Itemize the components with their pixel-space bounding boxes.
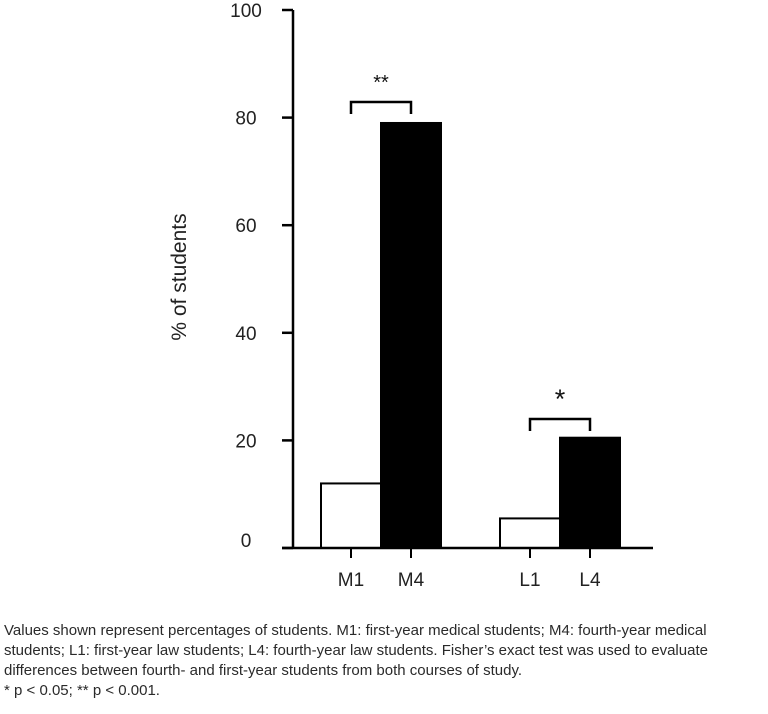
y-tick-label-80: 80 [235,109,256,130]
bar-chart-figure: 0 20 40 60 80 100 M1 M4 L1 L4 ** * % of students [168,1,653,591]
bar-m1 [320,482,382,549]
y-tick-label-60: 60 [235,216,256,237]
caption-significance: * p < 0.05; ** p < 0.001. [4,682,160,699]
caption-text: Values shown represent percentages of st… [4,622,708,679]
bar-l1 [499,517,561,549]
bar-l4 [559,436,621,549]
y-axis-title: % of students [168,213,191,340]
x-tick-label-l4: L4 [579,570,601,591]
significance-label-m1-m4: ** [373,72,389,94]
y-tick-label-100: 100 [230,1,262,22]
bar-m4 [380,121,442,549]
significance-bracket-l1-l4 [528,417,592,431]
y-tick-label-40: 40 [235,324,256,345]
x-tick-label-m4: M4 [398,570,425,591]
significance-label-l1-l4: * [555,384,566,414]
x-tick-label-l1: L1 [519,570,540,591]
figure-caption: Values shown represent percentages of st… [4,621,766,701]
significance-bracket-m1-m4 [349,100,413,114]
axis-layer: 0 20 40 60 80 100 M1 M4 L1 L4 [230,1,653,591]
y-tick-label-20: 20 [235,431,256,452]
annotation-layer: *** [349,72,592,431]
x-tick-label-m1: M1 [338,570,364,591]
y-tick-label-0: 0 [241,531,252,552]
bars-layer [320,121,621,549]
